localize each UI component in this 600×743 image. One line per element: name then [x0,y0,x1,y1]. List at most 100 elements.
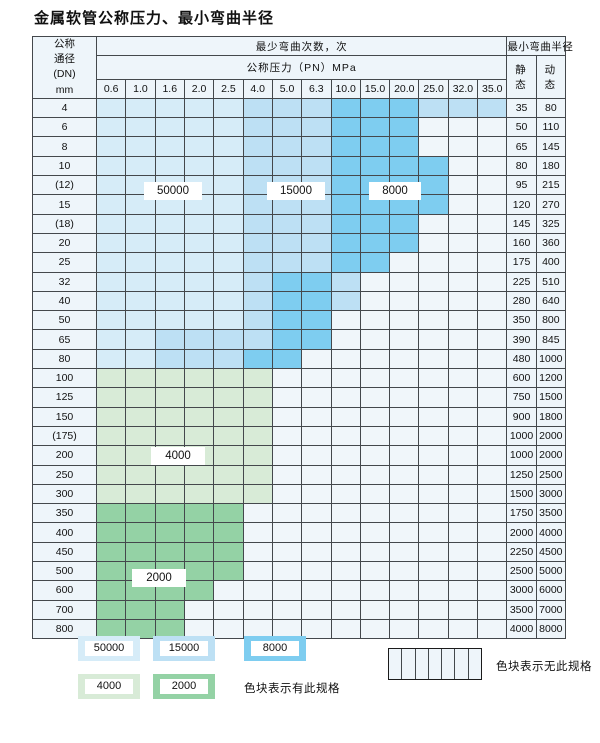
spec-cell-0.6 [95,348,127,370]
spec-cell-32.0 [447,599,479,620]
pressure-header-2.0: 2.0 [183,78,215,99]
header-row-pressure-values: 0.6 1.0 1.6 2.0 2.5 4.0 5.0 6.3 10.0 15.0 20.0 25.0… [33,78,566,99]
spec-cell-20.0 [389,368,420,389]
spec-cell-10.0 [330,252,361,273]
dn-value-cell: 20 [32,232,97,254]
spec-cell-20.0 [389,522,420,543]
spec-cell-2.5 [213,522,244,543]
spec-cell-32.0 [447,483,479,505]
pressure-header-6.3: 6.3 [301,78,332,99]
spec-cell-25.0 [418,599,449,620]
spec-cell-35.0 [477,560,508,582]
spec-cell-2.0 [183,252,215,273]
spec-cell-4.0 [242,406,273,427]
spec-cell-1.6 [154,271,185,292]
spec-cell-10.0 [330,97,361,119]
spec-cell-2.0 [183,155,215,177]
spec-cell-2.5 [213,136,244,157]
spec-cell-20.0 [389,464,420,485]
table-row: 600 3000 6000 [32,580,567,601]
spec-cell-20.0 [389,541,420,563]
spec-cell-1.0 [125,483,156,505]
spec-cell-4.0 [242,541,273,563]
spec-cell-2.0 [183,464,215,485]
dn-value-cell: 500 [32,560,97,582]
spec-cell-35.0 [477,117,508,138]
spec-cell-20.0 [389,445,420,466]
radius-dynamic-cell: 845 [535,329,567,350]
spec-cell-25.0 [418,155,449,177]
radius-static-cell: 480 [506,348,537,370]
spec-cell-4.0 [242,136,273,157]
radius-static-cell: 35 [506,97,537,119]
spec-cell-0.6 [95,175,127,196]
spec-cell-2.5 [213,155,244,177]
spec-cell-1.0 [125,522,156,543]
spec-cell-2.0 [183,580,215,601]
spec-cell-0.6 [95,136,127,157]
radius-static-cell: 2250 [506,541,537,563]
spec-cell-6.3 [301,406,332,427]
pressure-header-5.0: 5.0 [271,78,303,99]
spec-cell-2.5 [213,541,244,563]
spec-cell-15.0 [359,503,391,524]
spec-cell-32.0 [447,290,479,312]
pressure-header-20.0: 20.0 [389,78,420,99]
spec-cell-20.0 [389,252,420,273]
radius-static-cell: 4000 [506,618,537,640]
spec-cell-10.0 [330,580,361,601]
spec-cell-25.0 [418,136,449,157]
dn-value-cell: 200 [32,445,97,466]
pressure-header-1.6: 1.6 [154,78,185,99]
spec-cell-20.0 [389,155,420,177]
pressure-header-2.5: 2.5 [213,78,244,99]
spec-cell-5.0 [271,580,303,601]
spec-cell-15.0 [359,252,391,273]
spec-cell-4.0 [242,560,273,582]
spec-cell-15.0 [359,368,391,389]
table-row: 350 1750 3500 [32,503,567,524]
spec-cell-25.0 [418,310,449,331]
dn-header-cell: 公称 通径 (DN) mm [32,36,97,99]
spec-cell-0.6 [95,522,127,543]
spec-cell-6.3 [301,252,332,273]
table-row: 10 80 180 [32,155,567,177]
spec-cell-35.0 [477,329,508,350]
radius-dynamic-cell: 7000 [535,599,567,620]
radius-dynamic-cell: 1800 [535,406,567,427]
radius-static-cell: 95 [506,175,537,196]
spec-cell-2.5 [213,580,244,601]
dn-value-cell: 800 [32,618,97,640]
spec-cell-2.0 [183,483,215,505]
spec-cell-10.0 [330,232,361,254]
radius-static-cell: 2000 [506,522,537,543]
spec-cell-6.3 [301,503,332,524]
spec-cell-4.0 [242,387,273,408]
spec-cell-4.0 [242,503,273,524]
no-spec-cell [416,649,429,679]
spec-cell-15.0 [359,290,391,312]
spec-cell-32.0 [447,406,479,427]
spec-cell-15.0 [359,329,391,350]
spec-cell-25.0 [418,271,449,292]
spec-cell-0.6 [95,290,127,312]
radius-dynamic-cell: 8000 [535,618,567,640]
radius-static-cell: 65 [506,136,537,157]
spec-cell-6.3 [301,425,332,447]
dn-value-cell: 15 [32,194,97,215]
legend-no-spec-note: 色块表示无此规格 [496,661,592,673]
legend-swatch-label: 8000 [251,641,299,656]
spec-cell-5.0 [271,599,303,620]
spec-cell-10.0 [330,599,361,620]
spec-cell-4.0 [242,155,273,177]
spec-cell-0.6 [95,310,127,331]
spec-cell-2.0 [183,310,215,331]
spec-cell-2.5 [213,406,244,427]
spec-cell-6.3 [301,232,332,254]
spec-cell-4.0 [242,232,273,254]
spec-cell-2.0 [183,541,215,563]
spec-cell-2.0 [183,522,215,543]
spec-cell-20.0 [389,213,420,234]
spec-cell-10.0 [330,117,361,138]
spec-cell-35.0 [477,483,508,505]
